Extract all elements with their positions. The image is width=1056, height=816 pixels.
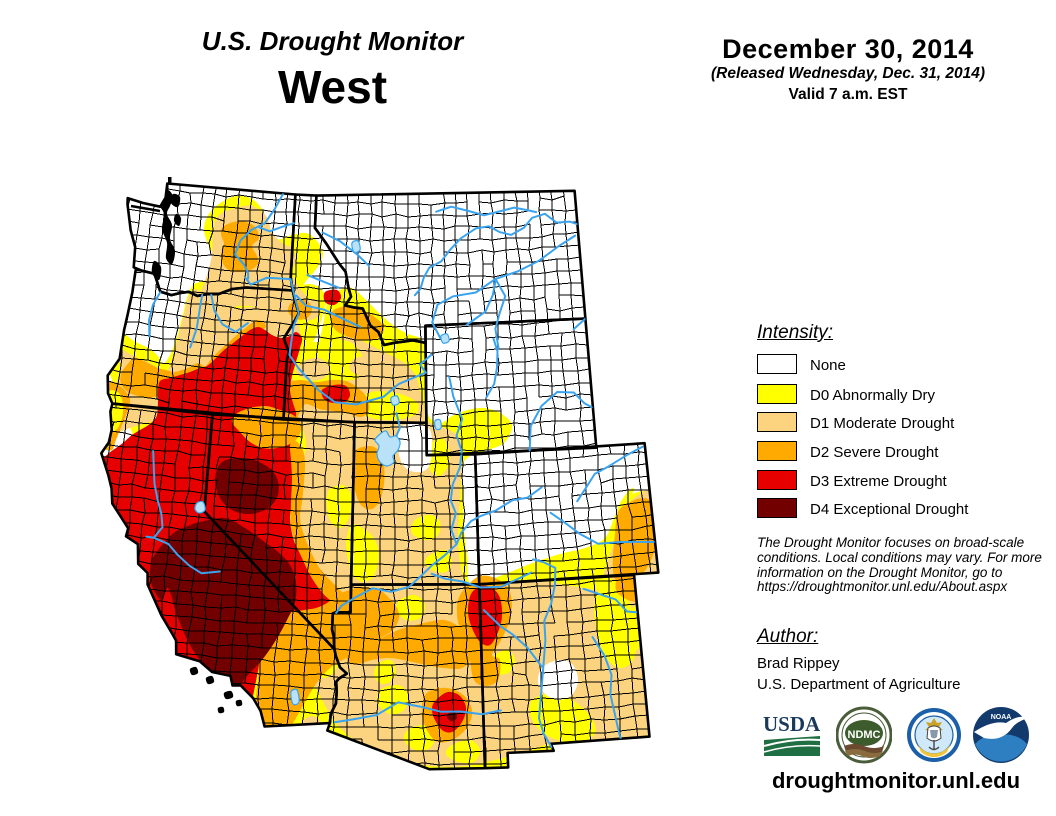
svg-text:NOAA: NOAA: [991, 714, 1012, 721]
svg-text:NDMC: NDMC: [848, 729, 881, 741]
svg-text:USDA: USDA: [763, 712, 821, 736]
